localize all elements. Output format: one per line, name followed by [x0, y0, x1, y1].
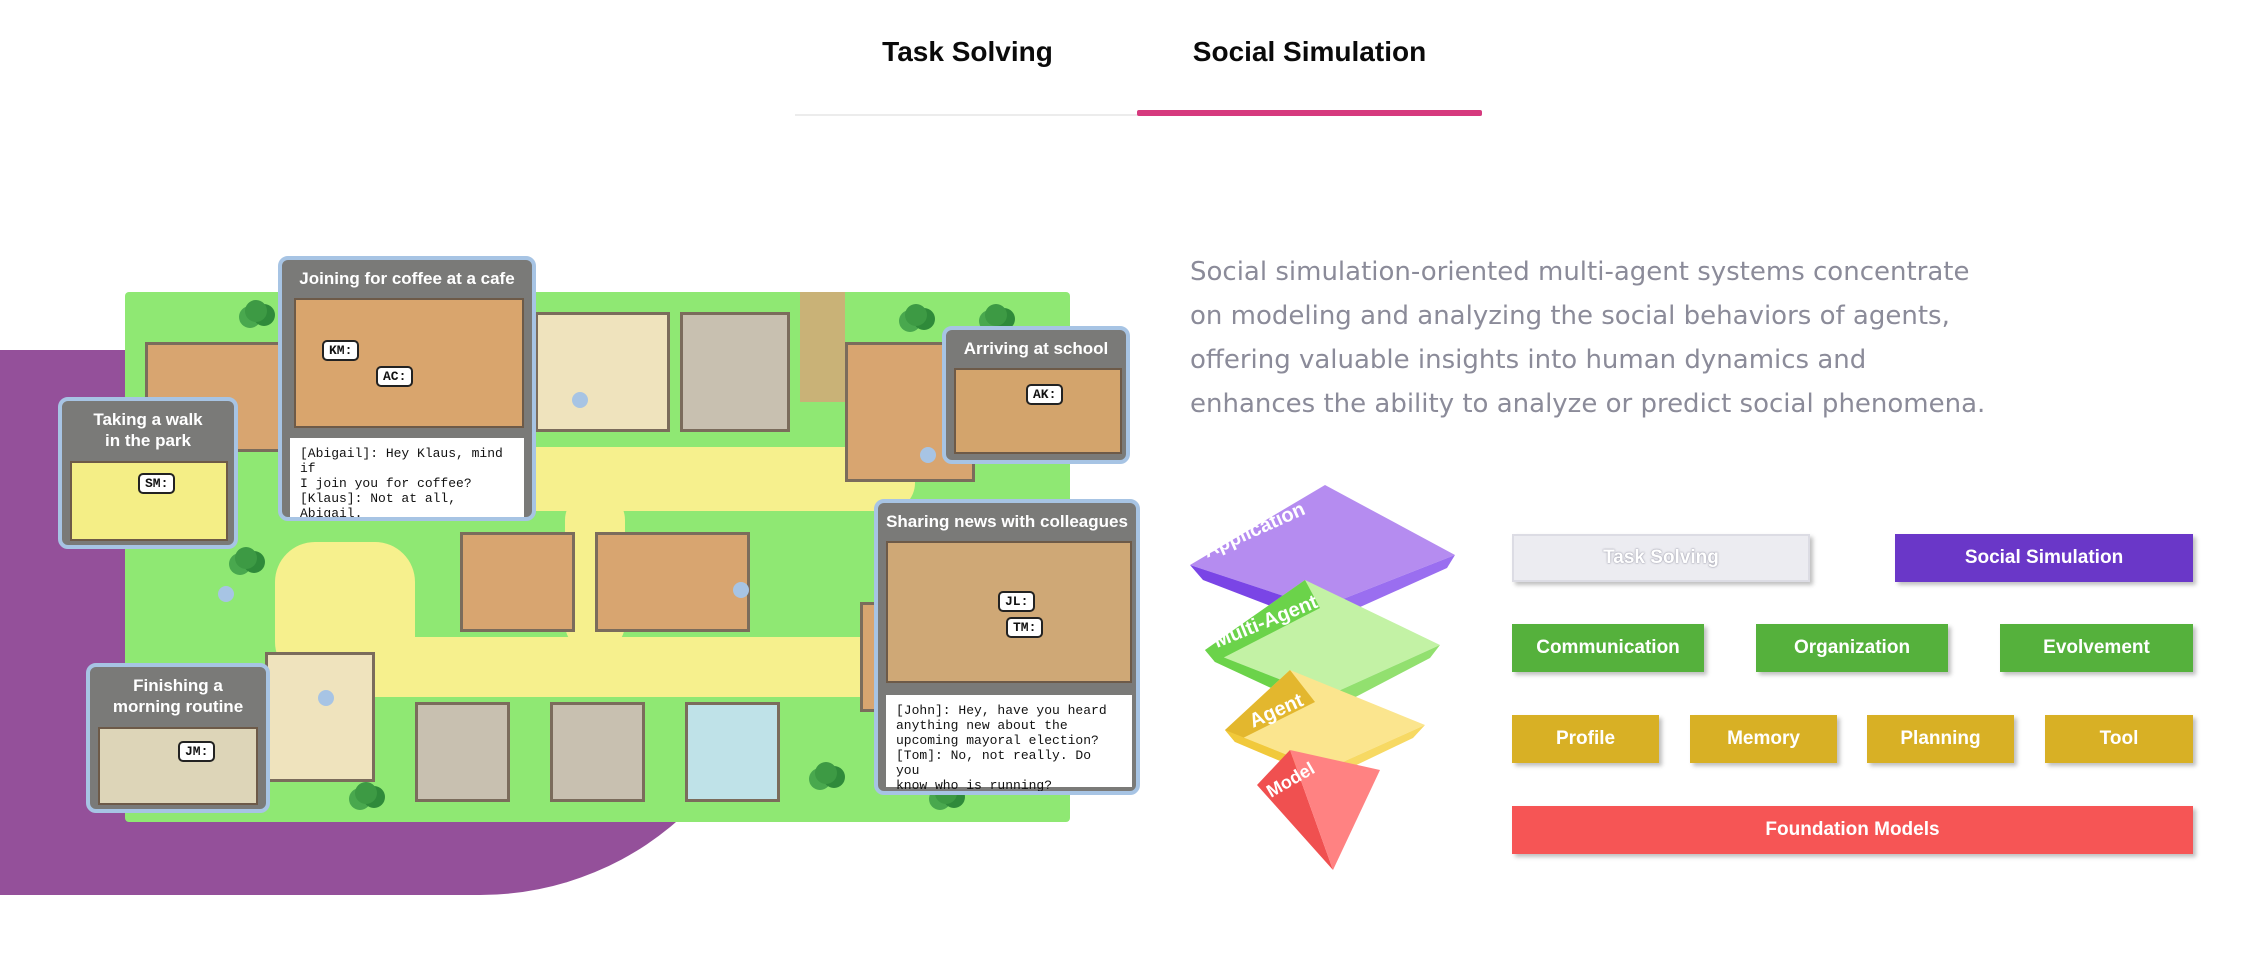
callout-title: Sharing news with colleagues — [886, 512, 1128, 531]
map-building — [550, 702, 645, 802]
pyramid-layer-application — [1190, 485, 1455, 608]
framework-social-simulation[interactable]: Social Simulation — [1895, 534, 2193, 582]
tab-task-solving[interactable]: Task Solving — [882, 36, 1053, 67]
speech-bubble: AC: — [376, 366, 414, 387]
map-tree — [815, 762, 837, 784]
callout-morning: Finishing a morning routine JM: — [86, 663, 270, 813]
speech-bubble: JM: — [178, 741, 216, 762]
speech-bubble: TM: — [1006, 617, 1044, 638]
framework-task-solving[interactable]: Task Solving — [1512, 534, 1810, 582]
pyramid-svg: Application Multi-Agent Agent Model — [1190, 485, 1455, 870]
callout-title: Finishing a morning routine — [112, 676, 244, 716]
connector-dot — [218, 586, 234, 602]
pyramid-layer-agent — [1225, 670, 1315, 742]
framework-tool: Tool — [2045, 715, 2193, 763]
framework-foundation-models: Foundation Models — [1512, 806, 2193, 854]
house-scene — [98, 727, 258, 805]
map-building — [535, 312, 670, 432]
speech-bubble: KM: — [322, 340, 360, 361]
callout-park: Taking a walk in the park SM: — [58, 397, 238, 549]
map-tree — [905, 304, 927, 326]
framework-profile: Profile — [1512, 715, 1659, 763]
tab-bar: Task Solving Social Simulation — [795, 0, 1482, 116]
connector-dot — [318, 690, 334, 706]
map-tree — [355, 782, 377, 804]
connector-dot — [572, 392, 588, 408]
map-tree — [235, 547, 257, 569]
active-tab-indicator — [1137, 110, 1482, 116]
office-scene — [886, 541, 1132, 683]
tab-social-simulation[interactable]: Social Simulation — [1192, 36, 1427, 67]
map-building — [415, 702, 510, 802]
school-scene — [954, 368, 1122, 454]
speech-bubble: AK: — [1026, 384, 1064, 405]
map-tree — [245, 300, 267, 322]
pyramid-layer-model — [1257, 750, 1333, 870]
callout-news: Sharing news with colleagues JL: TM: [Jo… — [874, 499, 1140, 795]
callout-school: Arriving at school AK: — [942, 326, 1130, 464]
framework-pyramid: Application Multi-Agent Agent Model — [1185, 480, 1485, 880]
connector-dot — [920, 447, 936, 463]
framework-planning: Planning — [1867, 715, 2014, 763]
pyramid-layer-multi-agent — [1205, 580, 1320, 662]
speech-bubble: JL: — [998, 591, 1036, 612]
connector-dot — [733, 582, 749, 598]
callout-title: Taking a walk in the park — [93, 410, 203, 450]
framework-organization: Organization — [1756, 624, 1948, 672]
map-tree — [985, 304, 1007, 326]
map-dirt-road — [800, 292, 845, 402]
map-building — [460, 532, 575, 632]
cafe-scene — [294, 298, 524, 428]
dialog-text: [John]: Hey, have you heard anything new… — [886, 695, 1132, 791]
pyramid-layer-model — [1290, 750, 1380, 870]
framework-memory: Memory — [1690, 715, 1837, 763]
speech-bubble: SM: — [138, 473, 176, 494]
callout-title: Joining for coffee at a cafe — [299, 269, 515, 288]
map-building — [595, 532, 750, 632]
callout-coffee: Joining for coffee at a cafe KM: AC: [Ab… — [278, 256, 536, 521]
framework-evolvement: Evolvement — [2000, 624, 2193, 672]
callout-title: Arriving at school — [963, 339, 1109, 358]
framework-communication: Communication — [1512, 624, 1704, 672]
map-building — [680, 312, 790, 432]
dialog-text: [Abigail]: Hey Klaus, mind if I join you… — [290, 438, 524, 517]
map-building — [685, 702, 780, 802]
description-text: Social simulation-oriented multi-agent s… — [1190, 257, 1986, 419]
map-building — [265, 652, 375, 782]
